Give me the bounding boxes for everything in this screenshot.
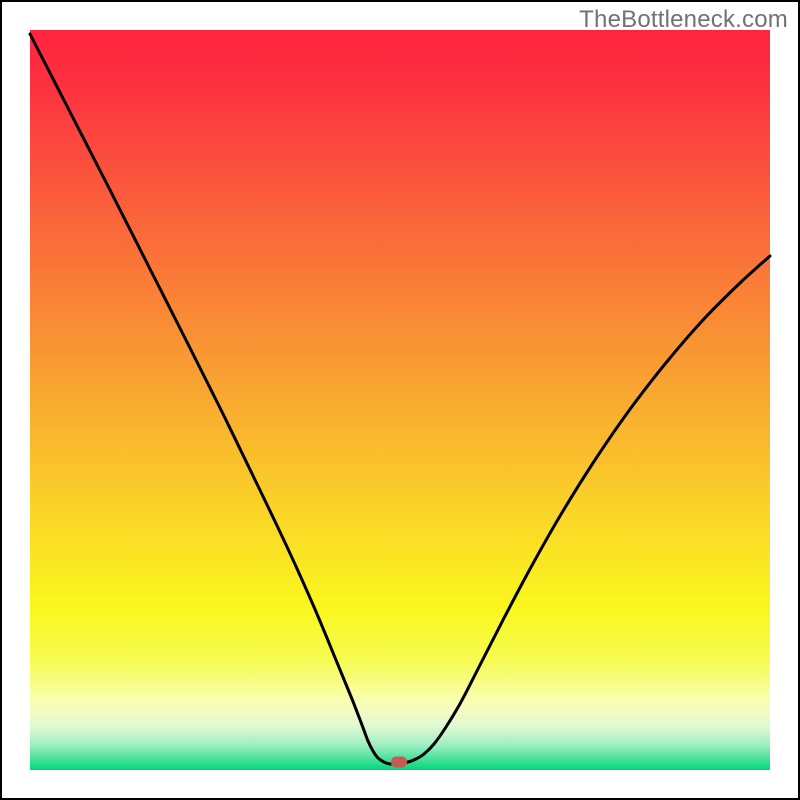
plot-area <box>30 30 770 770</box>
watermark-text: TheBottleneck.com <box>579 6 788 34</box>
chart-stage: TheBottleneck.com <box>0 0 800 800</box>
optimum-marker <box>391 757 407 768</box>
chart-svg <box>0 0 800 800</box>
